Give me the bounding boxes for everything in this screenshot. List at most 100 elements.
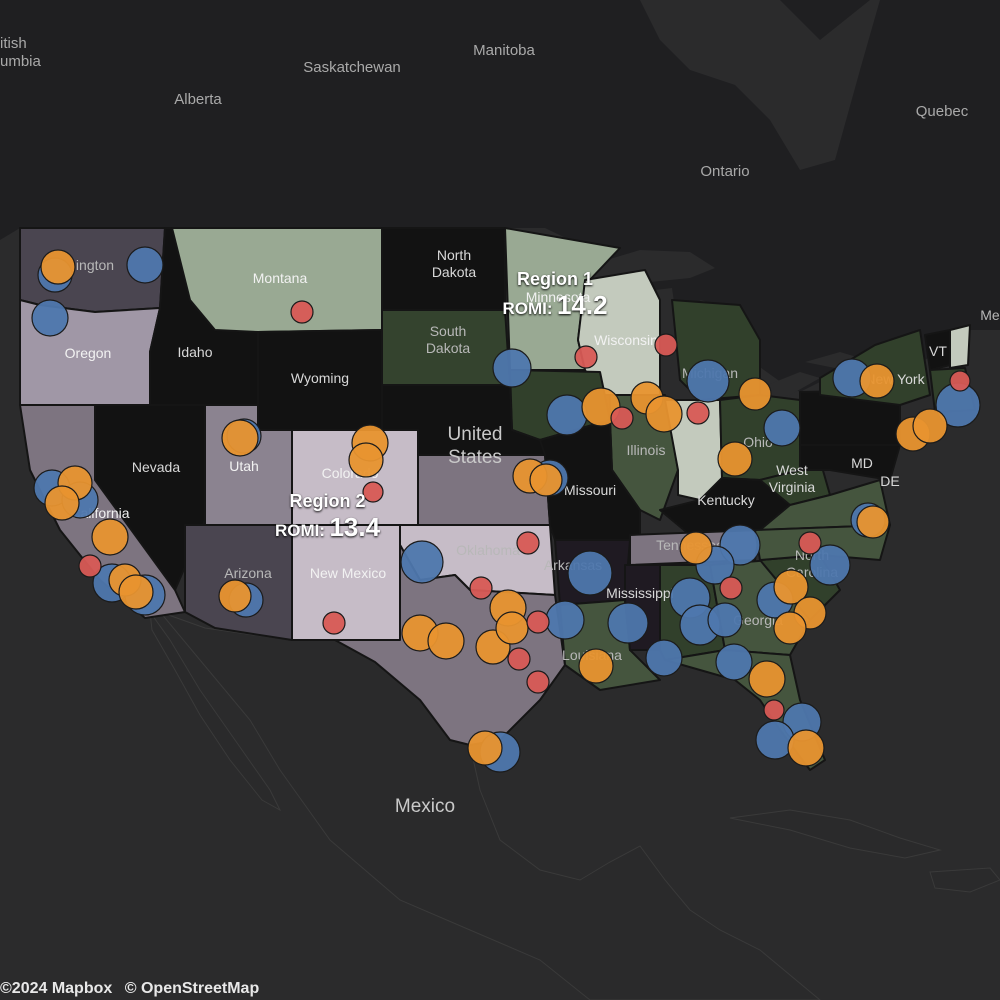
- hispaniola: [929, 867, 1000, 893]
- marker-orange[interactable]: [118, 574, 154, 610]
- marker-orange[interactable]: [738, 377, 772, 411]
- map-attribution: ©2024 Mapbox © OpenStreetMap: [0, 980, 267, 998]
- marker-red[interactable]: [78, 554, 102, 578]
- label-kentucky: Kentucky: [697, 492, 755, 508]
- marker-orange[interactable]: [645, 395, 683, 433]
- label-united-states: United States: [448, 424, 503, 468]
- marker-red[interactable]: [290, 300, 314, 324]
- marker-blue[interactable]: [645, 639, 683, 677]
- marker-blue[interactable]: [809, 544, 851, 586]
- lake-ontario: [805, 352, 860, 368]
- marker-red[interactable]: [610, 406, 634, 430]
- label-montana: Montana: [253, 270, 308, 286]
- region-2-name: Region 2: [289, 491, 366, 511]
- label-west-virginia: West Virginia: [769, 462, 816, 495]
- marker-orange[interactable]: [748, 660, 786, 698]
- marker-orange[interactable]: [912, 408, 948, 444]
- region-1-callout: Region 1 ROMI: 14.2: [490, 269, 620, 321]
- label-maine: Me: [980, 307, 1000, 323]
- state-maine[interactable]: [949, 324, 971, 369]
- label-maryland: MD: [851, 455, 873, 471]
- label-utah: Utah: [229, 458, 259, 474]
- label-new-mexico: New Mexico: [310, 565, 386, 581]
- marker-orange[interactable]: [679, 531, 713, 565]
- marker-red[interactable]: [362, 481, 384, 503]
- marker-red[interactable]: [949, 370, 971, 392]
- location-markers[interactable]: [31, 246, 981, 773]
- region-2-romi: ROMI: 13.4: [260, 512, 395, 543]
- marker-blue[interactable]: [567, 550, 613, 596]
- marker-orange[interactable]: [773, 611, 807, 645]
- marker-orange[interactable]: [856, 505, 890, 539]
- marker-red[interactable]: [516, 531, 540, 555]
- mapbox-attribution-link[interactable]: ©2024 Mapbox: [0, 980, 113, 997]
- marker-orange[interactable]: [218, 579, 252, 613]
- state-maryland[interactable]: [799, 444, 901, 481]
- marker-red[interactable]: [526, 670, 550, 694]
- label-oregon: Oregon: [65, 345, 112, 361]
- marker-orange[interactable]: [578, 648, 614, 684]
- marker-orange[interactable]: [427, 622, 465, 660]
- osm-attribution-link[interactable]: © OpenStreetMap: [124, 980, 260, 997]
- hudson-bay: [640, 0, 880, 170]
- label-missouri: Missouri: [564, 482, 616, 498]
- marker-red[interactable]: [686, 401, 710, 425]
- marker-blue[interactable]: [715, 643, 753, 681]
- region-1-romi: ROMI: 14.2: [490, 290, 620, 321]
- label-oklahoma: Oklahoma: [456, 542, 520, 558]
- marker-blue[interactable]: [400, 540, 444, 584]
- label-nevada: Nevada: [132, 459, 180, 475]
- label-quebec: Quebec: [916, 103, 969, 120]
- marker-orange[interactable]: [221, 419, 259, 457]
- marker-orange[interactable]: [529, 463, 563, 497]
- label-ohio: Ohio: [743, 434, 773, 450]
- region-1-name: Region 1: [516, 269, 593, 289]
- region-2-romi-value: 13.4: [329, 512, 381, 542]
- marker-orange[interactable]: [467, 730, 503, 766]
- marker-orange[interactable]: [495, 611, 529, 645]
- marker-blue[interactable]: [545, 600, 585, 640]
- region-2-callout: Region 2 ROMI: 13.4: [260, 491, 395, 543]
- marker-orange[interactable]: [44, 485, 80, 521]
- marker-blue[interactable]: [31, 299, 69, 337]
- label-alberta: Alberta: [174, 91, 222, 108]
- baja-peninsula: [149, 610, 282, 812]
- marker-red[interactable]: [469, 576, 493, 600]
- place-labels: itish umbia Alberta Saskatchewan Manitoba…: [0, 35, 969, 817]
- marker-red[interactable]: [654, 333, 678, 357]
- marker-red[interactable]: [574, 345, 598, 369]
- marker-red[interactable]: [507, 647, 531, 671]
- label-minnesota: Minnesota: [526, 289, 591, 305]
- marker-blue[interactable]: [607, 602, 649, 644]
- label-saskatchewan: Saskatchewan: [303, 59, 401, 76]
- marker-red[interactable]: [322, 611, 346, 635]
- marker-blue[interactable]: [492, 348, 532, 388]
- label-south-dakota: South Dakota: [426, 323, 471, 356]
- region-2-romi-label: ROMI:: [274, 521, 325, 540]
- label-wisconsin: Wisconsin: [594, 332, 658, 348]
- marker-blue[interactable]: [707, 602, 743, 638]
- marker-orange[interactable]: [773, 569, 809, 605]
- marker-orange[interactable]: [40, 249, 76, 285]
- marker-red[interactable]: [526, 610, 550, 634]
- marker-blue[interactable]: [686, 359, 730, 403]
- marker-red[interactable]: [719, 576, 743, 600]
- marker-orange[interactable]: [787, 729, 825, 767]
- marker-blue[interactable]: [546, 394, 588, 436]
- marker-red[interactable]: [763, 699, 785, 721]
- marker-blue[interactable]: [763, 409, 801, 447]
- label-british-columbia: itish umbia: [0, 35, 42, 70]
- state-west-virginia[interactable]: [759, 459, 831, 506]
- marker-red[interactable]: [798, 531, 822, 555]
- marker-blue[interactable]: [126, 246, 164, 284]
- label-arizona: Arizona: [224, 565, 272, 581]
- marker-orange[interactable]: [717, 441, 753, 477]
- marker-orange[interactable]: [348, 442, 384, 478]
- label-vermont: VT: [929, 343, 947, 359]
- label-north-dakota: North Dakota: [432, 247, 477, 280]
- marker-orange[interactable]: [91, 518, 129, 556]
- marker-orange[interactable]: [859, 363, 895, 399]
- cuba: [729, 809, 942, 859]
